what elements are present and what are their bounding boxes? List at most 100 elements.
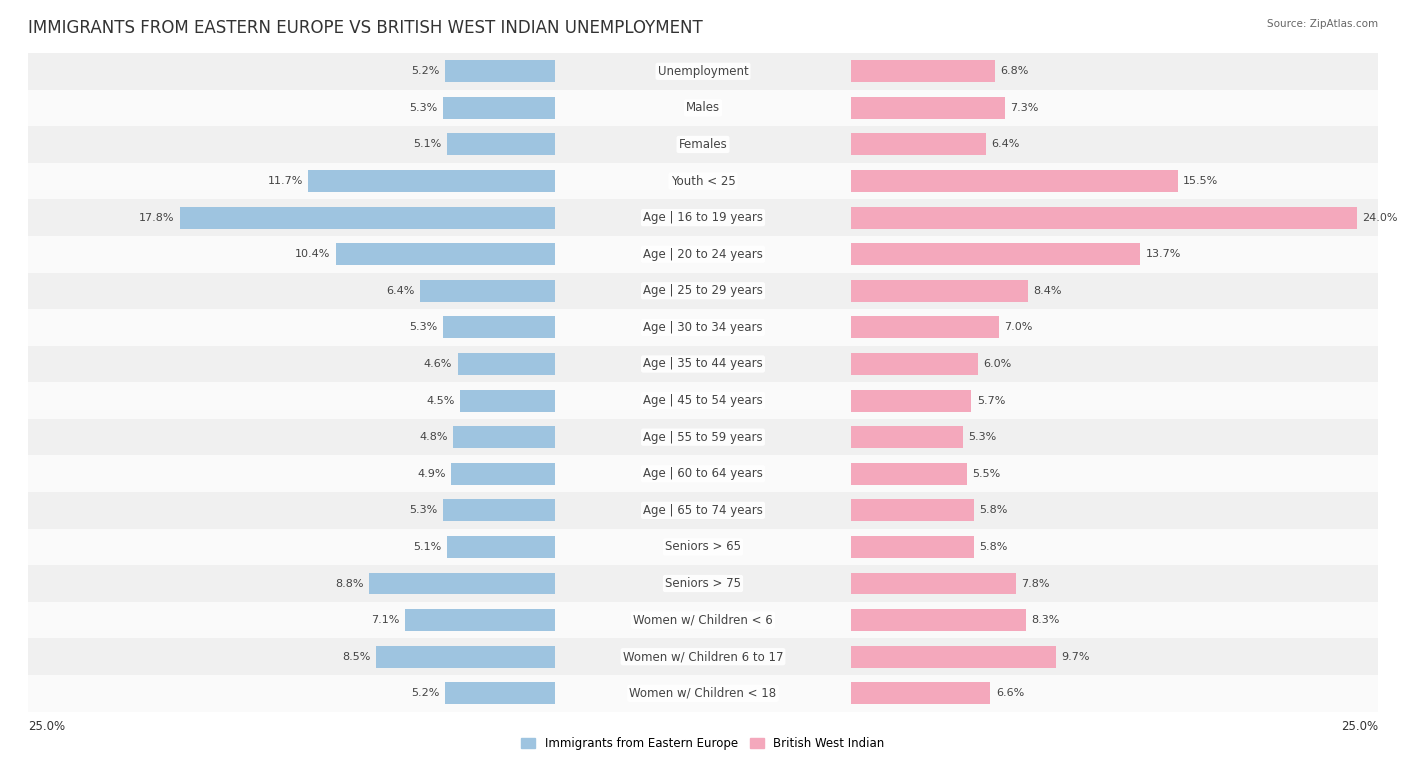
Bar xyxy=(28,675,1378,712)
Text: 5.2%: 5.2% xyxy=(412,688,440,698)
Bar xyxy=(28,456,1378,492)
Text: 6.0%: 6.0% xyxy=(983,359,1011,369)
Bar xyxy=(180,207,554,229)
Text: 5.2%: 5.2% xyxy=(412,67,440,76)
Text: 6.6%: 6.6% xyxy=(995,688,1024,698)
Text: 11.7%: 11.7% xyxy=(267,176,302,186)
Text: Age | 45 to 54 years: Age | 45 to 54 years xyxy=(643,394,763,407)
Text: 7.1%: 7.1% xyxy=(371,615,399,625)
Bar xyxy=(28,236,1378,273)
Text: 5.5%: 5.5% xyxy=(973,469,1001,478)
Text: 5.3%: 5.3% xyxy=(409,103,437,113)
Bar xyxy=(460,390,554,412)
Text: 6.4%: 6.4% xyxy=(991,139,1019,149)
Bar xyxy=(375,646,554,668)
Text: Seniors > 65: Seniors > 65 xyxy=(665,540,741,553)
Bar xyxy=(447,536,554,558)
Text: Age | 20 to 24 years: Age | 20 to 24 years xyxy=(643,248,763,260)
Bar xyxy=(28,309,1378,346)
Bar xyxy=(28,199,1378,236)
Bar xyxy=(28,638,1378,675)
Bar xyxy=(28,53,1378,89)
Text: 5.3%: 5.3% xyxy=(409,322,437,332)
Bar xyxy=(852,170,1178,192)
Text: 17.8%: 17.8% xyxy=(139,213,174,223)
Bar xyxy=(852,572,1015,594)
Text: 10.4%: 10.4% xyxy=(295,249,330,259)
Bar xyxy=(852,61,994,83)
Text: Females: Females xyxy=(679,138,727,151)
Bar xyxy=(446,682,554,704)
Text: 5.1%: 5.1% xyxy=(413,542,441,552)
Bar xyxy=(28,565,1378,602)
Text: IMMIGRANTS FROM EASTERN EUROPE VS BRITISH WEST INDIAN UNEMPLOYMENT: IMMIGRANTS FROM EASTERN EUROPE VS BRITIS… xyxy=(28,19,703,37)
Text: 25.0%: 25.0% xyxy=(1341,720,1378,734)
Text: Age | 35 to 44 years: Age | 35 to 44 years xyxy=(643,357,763,370)
Bar xyxy=(852,97,1005,119)
Text: 24.0%: 24.0% xyxy=(1362,213,1398,223)
Bar xyxy=(852,463,967,484)
Text: 5.1%: 5.1% xyxy=(413,139,441,149)
Text: Women w/ Children < 18: Women w/ Children < 18 xyxy=(630,687,776,699)
Text: Seniors > 75: Seniors > 75 xyxy=(665,577,741,590)
Text: 8.3%: 8.3% xyxy=(1032,615,1060,625)
Bar xyxy=(370,572,554,594)
Text: Age | 30 to 34 years: Age | 30 to 34 years xyxy=(643,321,763,334)
Bar xyxy=(28,89,1378,126)
Bar xyxy=(852,207,1357,229)
Text: 8.8%: 8.8% xyxy=(336,578,364,588)
Bar xyxy=(446,61,554,83)
Bar xyxy=(852,133,986,155)
Text: 5.8%: 5.8% xyxy=(979,542,1007,552)
Bar xyxy=(852,243,1140,265)
Bar xyxy=(28,126,1378,163)
Bar xyxy=(852,426,963,448)
Text: 9.7%: 9.7% xyxy=(1062,652,1090,662)
Text: Source: ZipAtlas.com: Source: ZipAtlas.com xyxy=(1267,19,1378,29)
Bar xyxy=(28,419,1378,456)
Bar xyxy=(443,316,554,338)
Bar xyxy=(852,353,977,375)
Text: 25.0%: 25.0% xyxy=(28,720,65,734)
Bar xyxy=(28,492,1378,528)
Bar xyxy=(443,500,554,522)
Text: 4.6%: 4.6% xyxy=(423,359,453,369)
Text: Age | 65 to 74 years: Age | 65 to 74 years xyxy=(643,504,763,517)
Bar xyxy=(308,170,554,192)
Bar xyxy=(28,163,1378,199)
Bar xyxy=(852,316,998,338)
Text: 7.3%: 7.3% xyxy=(1011,103,1039,113)
Text: Women w/ Children < 6: Women w/ Children < 6 xyxy=(633,614,773,627)
Bar xyxy=(454,426,554,448)
Bar xyxy=(852,500,973,522)
Text: 8.4%: 8.4% xyxy=(1033,286,1063,296)
Text: 6.8%: 6.8% xyxy=(1000,67,1028,76)
Text: 7.0%: 7.0% xyxy=(1004,322,1032,332)
Bar xyxy=(447,133,554,155)
Bar xyxy=(28,528,1378,565)
Text: Women w/ Children 6 to 17: Women w/ Children 6 to 17 xyxy=(623,650,783,663)
Text: 5.3%: 5.3% xyxy=(409,506,437,516)
Text: 5.8%: 5.8% xyxy=(979,506,1007,516)
Bar xyxy=(852,280,1028,302)
Text: 8.5%: 8.5% xyxy=(342,652,370,662)
Text: 15.5%: 15.5% xyxy=(1184,176,1219,186)
Bar xyxy=(852,682,990,704)
Legend: Immigrants from Eastern Europe, British West Indian: Immigrants from Eastern Europe, British … xyxy=(516,733,890,755)
Bar xyxy=(443,97,554,119)
Text: Age | 16 to 19 years: Age | 16 to 19 years xyxy=(643,211,763,224)
Bar xyxy=(28,602,1378,638)
Bar xyxy=(852,536,973,558)
Text: Youth < 25: Youth < 25 xyxy=(671,175,735,188)
Bar xyxy=(28,346,1378,382)
Bar xyxy=(28,382,1378,419)
Text: 13.7%: 13.7% xyxy=(1146,249,1181,259)
Text: Age | 55 to 59 years: Age | 55 to 59 years xyxy=(643,431,763,444)
Bar xyxy=(451,463,554,484)
Bar xyxy=(852,609,1026,631)
Text: 7.8%: 7.8% xyxy=(1021,578,1050,588)
Bar xyxy=(420,280,554,302)
Bar xyxy=(852,390,972,412)
Bar xyxy=(405,609,554,631)
Bar xyxy=(458,353,554,375)
